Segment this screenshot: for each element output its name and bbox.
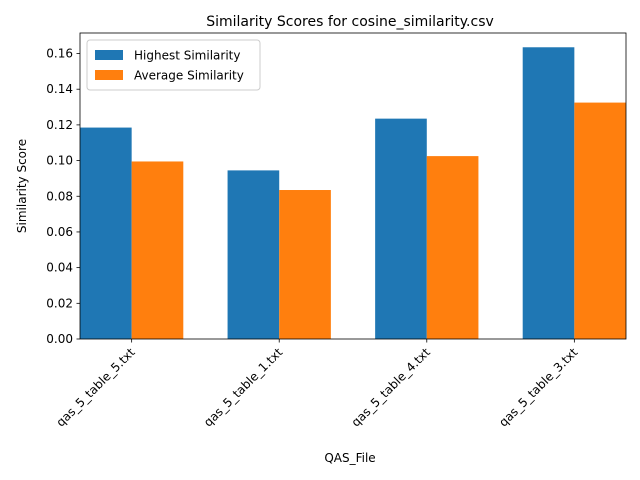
bar-average-3 xyxy=(574,102,626,339)
x-tick-label: qas_5_table_4.txt xyxy=(349,345,434,430)
y-tick-label: 0.06 xyxy=(46,225,73,239)
legend: Highest Similarity Average Similarity xyxy=(86,39,261,91)
legend-label: Highest Similarity xyxy=(134,49,240,63)
x-axis: qas_5_table_5.txt qas_5_table_1.txt qas_5_… xyxy=(53,339,581,430)
bar-average-2 xyxy=(426,156,479,339)
y-tick-label: 0.16 xyxy=(46,47,73,61)
x-tick-label: qas_5_table_3.txt xyxy=(496,345,581,430)
bar-average-1 xyxy=(279,190,331,339)
y-axis-label: Similarity Score xyxy=(15,139,29,233)
x-tick-label: qas_5_table_5.txt xyxy=(53,345,138,430)
legend-box xyxy=(86,39,261,91)
x-tick-label: qas_5_table_1.txt xyxy=(201,345,286,430)
bars-layer xyxy=(80,47,626,340)
bar-highest-0 xyxy=(80,127,132,339)
legend-label: Average Similarity xyxy=(134,69,244,83)
chart-title: Similarity Scores for cosine_similarity.… xyxy=(206,14,494,30)
y-tick-label: 0.02 xyxy=(46,296,73,310)
y-tick-label: 0.04 xyxy=(46,261,73,275)
plot-frame xyxy=(79,32,627,340)
y-tick-label: 0.14 xyxy=(46,82,73,96)
bar-highest-3 xyxy=(522,47,575,340)
y-axis: 0.00 0.02 0.04 0.06 0.08 0.10 0.12 0.14 0.16 xyxy=(46,47,80,346)
bar-average-0 xyxy=(131,161,184,339)
bar-highest-2 xyxy=(375,118,427,339)
y-tick-label: 0.12 xyxy=(46,118,73,132)
y-tick-label: 0.10 xyxy=(46,154,73,168)
bar-highest-1 xyxy=(227,170,280,339)
legend-swatch xyxy=(95,70,123,80)
y-tick-label: 0.08 xyxy=(46,189,73,203)
y-tick-label: 0.00 xyxy=(46,332,73,346)
x-axis-label: QAS_File xyxy=(324,451,375,465)
legend-swatch xyxy=(95,50,123,60)
